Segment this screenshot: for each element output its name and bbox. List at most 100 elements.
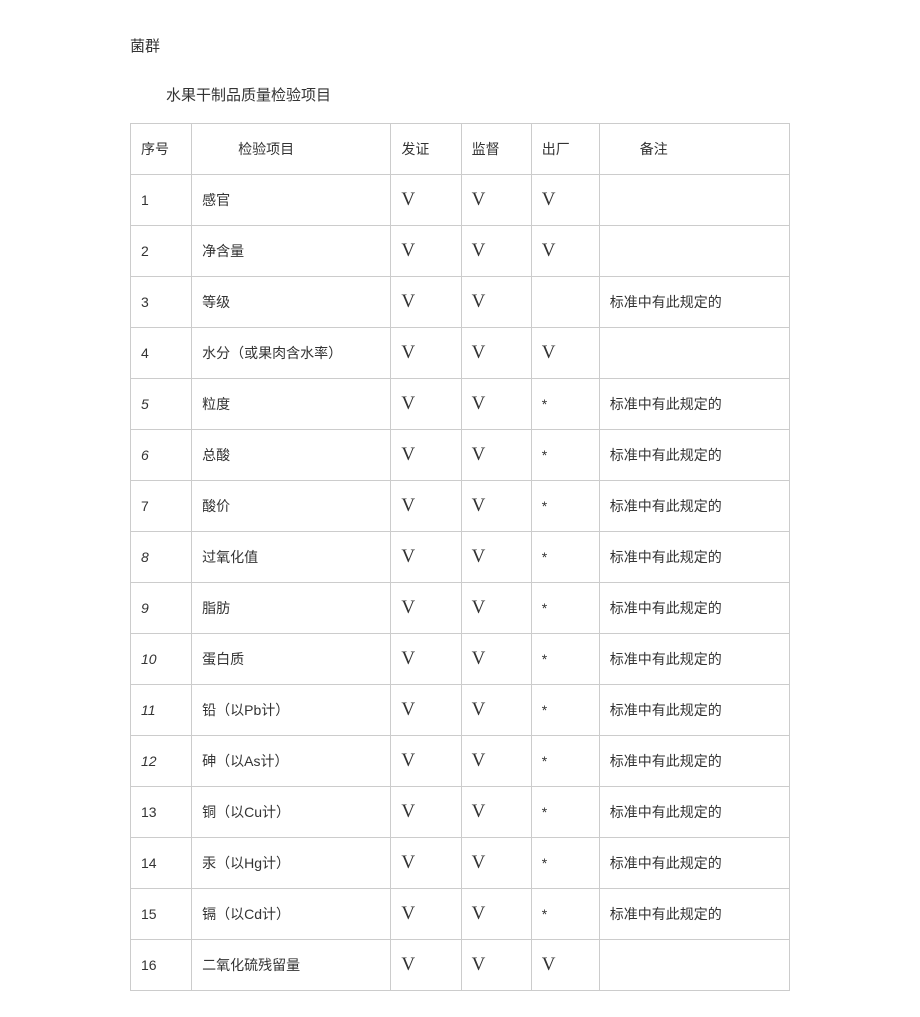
table-row: 14汞（以Hg计）VV*标准中有此规定的	[131, 838, 790, 889]
cell-item: 脂肪	[192, 583, 391, 634]
cell-item: 砷（以As计）	[192, 736, 391, 787]
cell-seq: 15	[131, 889, 192, 940]
cell-exit: *	[531, 583, 599, 634]
cell-exit: V	[531, 226, 599, 277]
cell-exit: *	[531, 532, 599, 583]
cell-cert: V	[391, 175, 461, 226]
cell-cert: V	[391, 379, 461, 430]
cell-sup: V	[461, 481, 531, 532]
header-sup: 监督	[461, 124, 531, 175]
table-row: 3等级VV标准中有此规定的	[131, 277, 790, 328]
cell-seq: 11	[131, 685, 192, 736]
cell-seq: 16	[131, 940, 192, 991]
header-cert: 发证	[391, 124, 461, 175]
cell-cert: V	[391, 481, 461, 532]
cell-exit: *	[531, 634, 599, 685]
cell-cert: V	[391, 736, 461, 787]
table-row: 16二氧化硫残留量VVV	[131, 940, 790, 991]
cell-seq: 10	[131, 634, 192, 685]
cell-exit: *	[531, 787, 599, 838]
cell-item: 过氧化值	[192, 532, 391, 583]
cell-exit	[531, 277, 599, 328]
table-row: 2净含量VVV	[131, 226, 790, 277]
cell-cert: V	[391, 634, 461, 685]
cell-note: 标准中有此规定的	[599, 838, 789, 889]
cell-item: 铅（以Pb计）	[192, 685, 391, 736]
cell-seq: 7	[131, 481, 192, 532]
header-seq: 序号	[131, 124, 192, 175]
cell-note: 标准中有此规定的	[599, 379, 789, 430]
table-row: 7酸价VV*标准中有此规定的	[131, 481, 790, 532]
cell-seq: 8	[131, 532, 192, 583]
table-row: 6总酸VV*标准中有此规定的	[131, 430, 790, 481]
cell-cert: V	[391, 940, 461, 991]
top-text: 菌群	[130, 35, 790, 56]
cell-note	[599, 328, 789, 379]
cell-sup: V	[461, 685, 531, 736]
cell-note	[599, 940, 789, 991]
cell-sup: V	[461, 838, 531, 889]
cell-sup: V	[461, 226, 531, 277]
cell-exit: *	[531, 889, 599, 940]
cell-sup: V	[461, 430, 531, 481]
cell-note	[599, 226, 789, 277]
cell-item: 蛋白质	[192, 634, 391, 685]
cell-seq: 3	[131, 277, 192, 328]
cell-note: 标准中有此规定的	[599, 481, 789, 532]
cell-item: 镉（以Cd计）	[192, 889, 391, 940]
cell-item: 等级	[192, 277, 391, 328]
cell-cert: V	[391, 685, 461, 736]
cell-sup: V	[461, 940, 531, 991]
cell-sup: V	[461, 787, 531, 838]
cell-note: 标准中有此规定的	[599, 532, 789, 583]
cell-cert: V	[391, 328, 461, 379]
cell-seq: 14	[131, 838, 192, 889]
cell-note: 标准中有此规定的	[599, 634, 789, 685]
table-row: 9脂肪VV*标准中有此规定的	[131, 583, 790, 634]
cell-item: 感官	[192, 175, 391, 226]
cell-exit: *	[531, 430, 599, 481]
cell-exit: *	[531, 838, 599, 889]
cell-exit: V	[531, 328, 599, 379]
cell-sup: V	[461, 532, 531, 583]
table-row: 13铜（以Cu计）VV*标准中有此规定的	[131, 787, 790, 838]
cell-seq: 12	[131, 736, 192, 787]
cell-note	[599, 175, 789, 226]
cell-item: 净含量	[192, 226, 391, 277]
cell-seq: 4	[131, 328, 192, 379]
cell-sup: V	[461, 634, 531, 685]
header-note: 备注	[599, 124, 789, 175]
table-row: 12砷（以As计）VV*标准中有此规定的	[131, 736, 790, 787]
table-row: 5粒度VV*标准中有此规定的	[131, 379, 790, 430]
cell-seq: 5	[131, 379, 192, 430]
table-row: 15镉（以Cd计）VV*标准中有此规定的	[131, 889, 790, 940]
table-row: 4水分（或果肉含水率）VVV	[131, 328, 790, 379]
cell-item: 铜（以Cu计）	[192, 787, 391, 838]
cell-seq: 13	[131, 787, 192, 838]
cell-seq: 6	[131, 430, 192, 481]
cell-cert: V	[391, 277, 461, 328]
cell-item: 汞（以Hg计）	[192, 838, 391, 889]
cell-item: 二氧化硫残留量	[192, 940, 391, 991]
cell-exit: *	[531, 481, 599, 532]
cell-exit: V	[531, 940, 599, 991]
cell-note: 标准中有此规定的	[599, 685, 789, 736]
cell-note: 标准中有此规定的	[599, 736, 789, 787]
cell-cert: V	[391, 226, 461, 277]
table-row: 10蛋白质VV*标准中有此规定的	[131, 634, 790, 685]
cell-sup: V	[461, 889, 531, 940]
cell-sup: V	[461, 277, 531, 328]
table-row: 1感官VVV	[131, 175, 790, 226]
inspection-table: 序号 检验项目 发证 监督 出厂 备注 1感官VVV2净含量VVV3等级VV标准…	[130, 123, 790, 991]
cell-cert: V	[391, 532, 461, 583]
cell-exit: *	[531, 685, 599, 736]
cell-note: 标准中有此规定的	[599, 787, 789, 838]
cell-note: 标准中有此规定的	[599, 889, 789, 940]
table-row: 11铅（以Pb计）VV*标准中有此规定的	[131, 685, 790, 736]
cell-note: 标准中有此规定的	[599, 430, 789, 481]
cell-cert: V	[391, 787, 461, 838]
cell-exit: *	[531, 379, 599, 430]
cell-sup: V	[461, 736, 531, 787]
cell-item: 水分（或果肉含水率）	[192, 328, 391, 379]
cell-exit: V	[531, 175, 599, 226]
